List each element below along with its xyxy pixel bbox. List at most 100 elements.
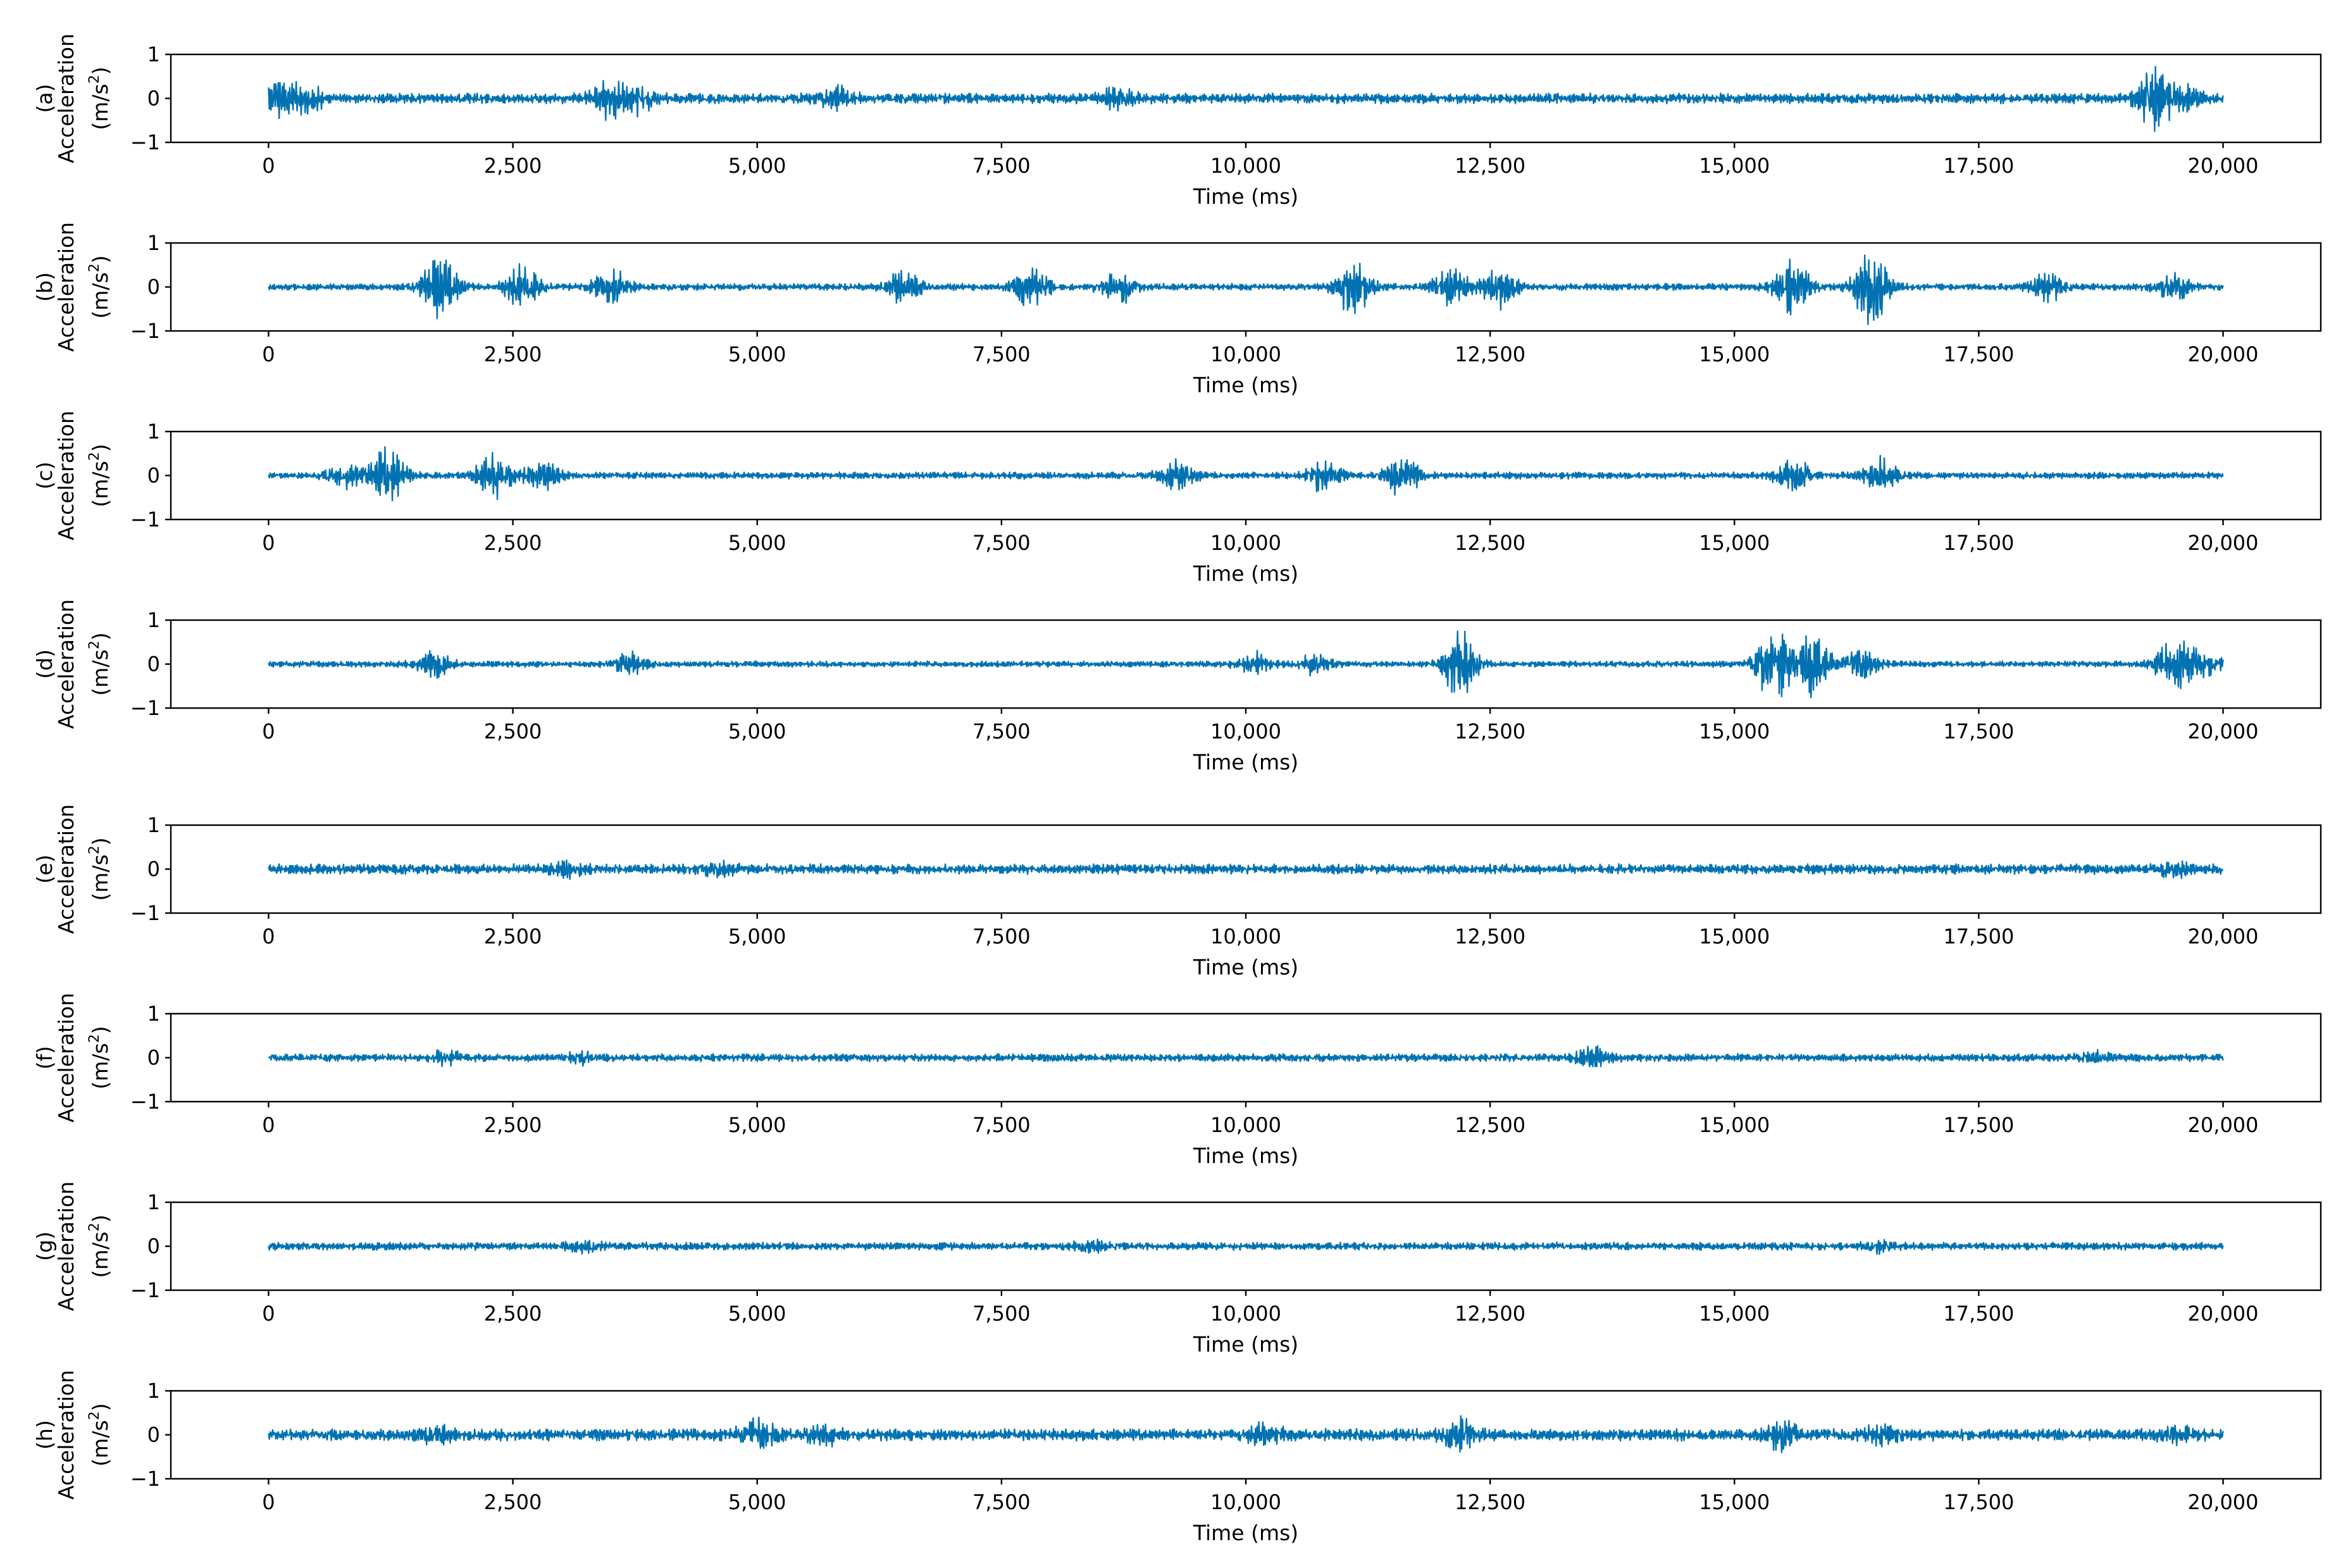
panel-label: (e) (32, 854, 57, 883)
x-tick-label: 20,000 (2188, 154, 2259, 178)
x-tick-label: 20,000 (2188, 924, 2259, 949)
panel-label: (b) (32, 272, 57, 302)
y-label-quantity: Acceleration (54, 804, 78, 934)
panel-h: 0 2,500 5,000 7,500 10,000 12,500 15,000 17,500… (32, 1370, 2322, 1545)
signal-trace (268, 66, 2224, 132)
x-tick-label: 17,500 (1943, 342, 2014, 366)
x-axis-title: Time (ms) (1193, 1143, 1298, 1168)
y-label-quantity: Acceleration (54, 34, 78, 163)
x-tick-label: 2,500 (484, 1302, 542, 1326)
x-tick-label: 0 (262, 342, 275, 366)
y-tick-label: 1 (147, 813, 160, 837)
x-tick-label: 12,500 (1455, 1490, 1525, 1514)
x-tick-label: 7,500 (972, 154, 1031, 178)
x-tick-label: 20,000 (2188, 719, 2259, 744)
y-tick-label: 1 (147, 420, 160, 444)
x-tick-label: 17,500 (1943, 1113, 2014, 1137)
panel-label: (h) (32, 1420, 57, 1450)
y-tick-label: 1 (147, 608, 160, 632)
y-axis-title: (e)Acceleration (m/s2) (32, 804, 113, 934)
x-tick-label: 2,500 (484, 531, 542, 555)
panel-b: 0 2,500 5,000 7,500 10,000 12,500 15,000 17,500… (32, 222, 2322, 397)
y-label-unit: (m/s2) (87, 632, 113, 695)
y-label-unit: (m/s2) (87, 1214, 113, 1278)
x-tick-label: 5,000 (728, 1302, 786, 1326)
y-tick-label: 1 (147, 1002, 160, 1026)
y-axis-title: (f)Acceleration (m/s2) (32, 993, 113, 1123)
x-tick-label: 2,500 (484, 342, 542, 366)
x-tick-label: 12,500 (1455, 154, 1525, 178)
panel-g: 0 2,500 5,000 7,500 10,000 12,500 15,000 17,500… (32, 1181, 2322, 1357)
x-tick-label: 12,500 (1455, 924, 1525, 949)
x-tick-label: 20,000 (2188, 342, 2259, 366)
panel-a: 0 2,500 5,000 7,500 10,000 12,500 15,000 17,500… (32, 34, 2322, 209)
y-tick-label: 0 (147, 1423, 160, 1447)
y-tick-label: −1 (130, 696, 160, 720)
x-tick-label: 0 (262, 719, 275, 744)
x-tick-label: 5,000 (728, 342, 786, 366)
x-tick-label: 20,000 (2188, 531, 2259, 555)
x-tick-label: 12,500 (1455, 1302, 1525, 1326)
x-tick-label: 7,500 (972, 924, 1031, 949)
x-tick-label: 2,500 (484, 154, 542, 178)
x-axis-title: Time (ms) (1193, 184, 1298, 209)
y-label-quantity: Acceleration (54, 1181, 78, 1311)
x-tick-label: 17,500 (1943, 1490, 2014, 1514)
x-axis-title: Time (ms) (1193, 561, 1298, 586)
y-label-unit: (m/s2) (87, 66, 113, 130)
x-tick-label: 20,000 (2188, 1490, 2259, 1514)
panel-label: (c) (32, 462, 57, 490)
x-tick-label: 10,000 (1210, 342, 1281, 366)
y-tick-label: 0 (147, 857, 160, 881)
y-label-quantity: Acceleration (54, 993, 78, 1123)
x-tick-label: 20,000 (2188, 1302, 2259, 1326)
panel-label: (a) (32, 84, 57, 113)
x-tick-label: 0 (262, 531, 275, 555)
x-tick-label: 7,500 (972, 342, 1031, 366)
x-tick-label: 5,000 (728, 924, 786, 949)
signal-trace (268, 630, 2224, 699)
x-axis-title: Time (ms) (1193, 955, 1298, 980)
x-tick-label: 7,500 (972, 1490, 1031, 1514)
y-tick-label: −1 (130, 1278, 160, 1302)
signal-trace (268, 859, 2224, 880)
y-tick-label: −1 (130, 1467, 160, 1491)
panel-f: 0 2,500 5,000 7,500 10,000 12,500 15,000 17,500… (32, 993, 2322, 1168)
panel-d: 0 2,500 5,000 7,500 10,000 12,500 15,000 17,500… (32, 599, 2322, 775)
y-axis-title: (a)Acceleration (m/s2) (32, 34, 113, 163)
x-tick-label: 15,000 (1699, 719, 1770, 744)
signal-trace (268, 1238, 2224, 1255)
x-tick-label: 5,000 (728, 1490, 786, 1514)
y-axis-title: (g)Acceleration (m/s2) (32, 1181, 113, 1311)
y-tick-label: 0 (147, 275, 160, 299)
y-tick-label: 0 (147, 87, 160, 111)
y-label-quantity: Acceleration (54, 599, 78, 729)
y-tick-label: −1 (130, 901, 160, 925)
y-label-unit: (m/s2) (87, 1026, 113, 1089)
x-tick-label: 7,500 (972, 1113, 1031, 1137)
y-tick-label: −1 (130, 507, 160, 532)
y-tick-label: 0 (147, 464, 160, 488)
x-tick-label: 15,000 (1699, 1490, 1770, 1514)
panel-e: 0 2,500 5,000 7,500 10,000 12,500 15,000 17,500… (32, 804, 2322, 980)
panel-label: (g) (32, 1231, 57, 1261)
y-label-quantity: Acceleration (54, 222, 78, 352)
x-tick-label: 17,500 (1943, 154, 2014, 178)
x-tick-label: 5,000 (728, 719, 786, 744)
x-axis-title: Time (ms) (1193, 750, 1298, 775)
x-tick-label: 15,000 (1699, 531, 1770, 555)
y-tick-label: 1 (147, 1190, 160, 1214)
y-label-quantity: Acceleration (54, 411, 78, 540)
signal-trace (268, 446, 2224, 502)
x-axis-title: Time (ms) (1193, 1332, 1298, 1357)
x-tick-label: 20,000 (2188, 1113, 2259, 1137)
y-tick-label: −1 (130, 130, 160, 154)
x-tick-label: 10,000 (1210, 1302, 1281, 1326)
signal-trace (268, 1045, 2224, 1067)
x-tick-label: 7,500 (972, 1302, 1031, 1326)
x-tick-label: 10,000 (1210, 924, 1281, 949)
x-tick-label: 7,500 (972, 531, 1031, 555)
x-tick-label: 12,500 (1455, 531, 1525, 555)
y-tick-label: 0 (147, 1046, 160, 1070)
